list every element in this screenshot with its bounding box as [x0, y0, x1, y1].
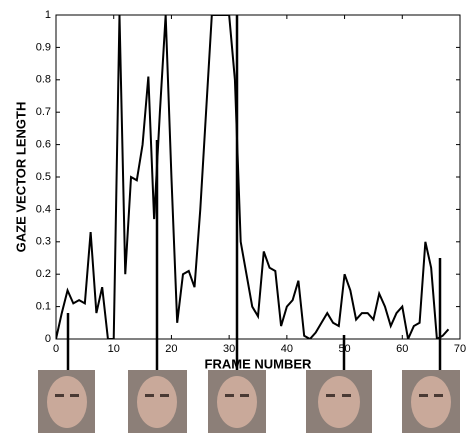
x-tick-label: 0 [53, 343, 59, 355]
x-axis-label: FRAME NUMBER [205, 356, 312, 371]
y-axis-label: GAZE VECTOR LENGTH [13, 102, 28, 253]
x-tick-label: 20 [165, 343, 177, 355]
x-tick-label: 10 [108, 343, 120, 355]
x-tick-label: 60 [396, 343, 408, 355]
y-tick-label: 0 [45, 333, 51, 345]
x-tick-label: 50 [338, 343, 350, 355]
x-tick-label: 30 [223, 343, 235, 355]
face [128, 370, 187, 433]
plot-area [56, 15, 450, 339]
y-tick-label: 0.8 [36, 74, 51, 86]
face [38, 370, 95, 433]
face [306, 370, 372, 433]
y-tick-label: 0.1 [36, 301, 51, 313]
y-tick-label: 1 [45, 9, 51, 21]
x-tick-label: 40 [281, 343, 293, 355]
y-tick-label: 0.5 [36, 171, 51, 183]
face [208, 370, 266, 433]
y-tick-label: 0.2 [36, 268, 51, 280]
data-line [56, 15, 450, 339]
x-tick-label: 70 [454, 343, 466, 355]
face-thumbnails [38, 370, 460, 433]
y-tick-label: 0.6 [36, 139, 51, 151]
y-tick-label: 0.9 [36, 41, 51, 53]
y-tick-label: 0.3 [36, 236, 51, 248]
y-tick-label: 0.4 [36, 203, 51, 215]
y-tick-label: 0.7 [36, 106, 51, 118]
face [402, 370, 460, 433]
